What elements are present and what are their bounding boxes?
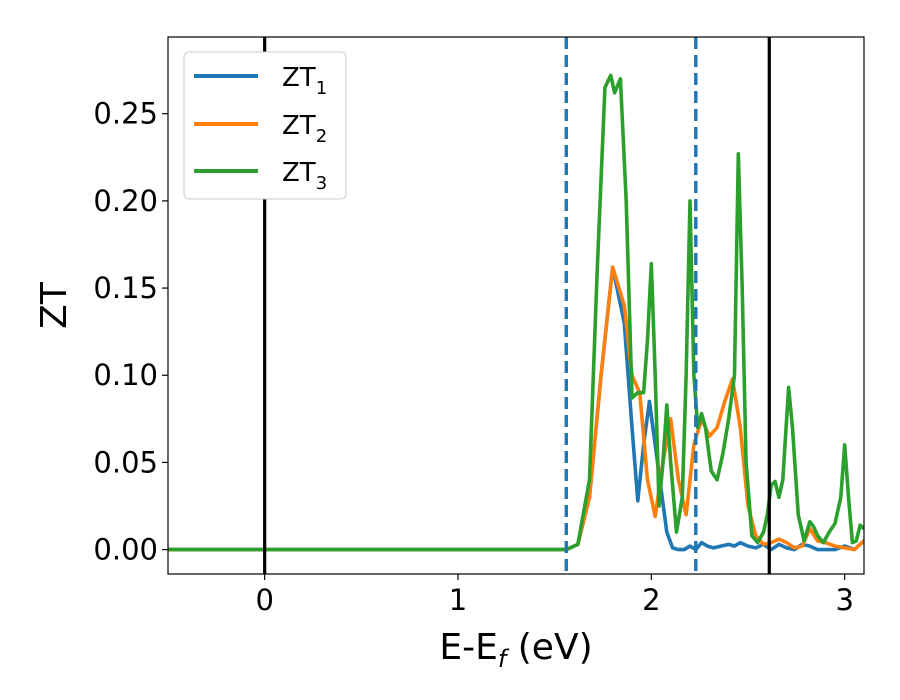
y-tick-label: 0.00: [93, 533, 158, 567]
legend-item-zt1: ZT1: [194, 63, 327, 99]
x-axis-label-unit: (eV): [506, 627, 592, 668]
legend-label-zt3: ZT3: [282, 158, 327, 194]
x-tick-label: 0: [255, 583, 273, 617]
series-line-zt1: [168, 265, 864, 552]
series-line-zt3: [168, 73, 864, 552]
x-axis-label: E-Ef (eV): [439, 627, 592, 673]
legend-item-zt2: ZT2: [194, 111, 327, 147]
y-axis-label: ZT: [34, 281, 75, 329]
y-axis-ticks: 0.00 0.05 0.10 0.15 0.20 0.25: [93, 97, 168, 567]
series-line-zt2: [168, 265, 864, 552]
x-axis-ticks: 0 1 2 3: [255, 574, 854, 617]
legend-box: [183, 51, 347, 200]
y-tick-label: 0.15: [93, 271, 158, 305]
x-axis-label-main: E-E: [439, 627, 497, 668]
x-tick-label: 1: [449, 583, 467, 617]
y-tick-label: 0.25: [93, 97, 158, 131]
x-tick-label: 3: [835, 583, 853, 617]
x-tick-label: 2: [642, 583, 660, 617]
legend-label-zt2: ZT2: [282, 111, 327, 147]
y-tick-label: 0.05: [93, 445, 158, 479]
legend-item-zt3: ZT3: [194, 158, 327, 194]
y-tick-label: 0.10: [93, 358, 158, 392]
legend: ZT1 ZT2 ZT3: [183, 51, 347, 200]
y-tick-label: 0.20: [93, 184, 158, 218]
plot-frame: [167, 36, 865, 575]
legend-label-zt1: ZT1: [282, 63, 327, 99]
